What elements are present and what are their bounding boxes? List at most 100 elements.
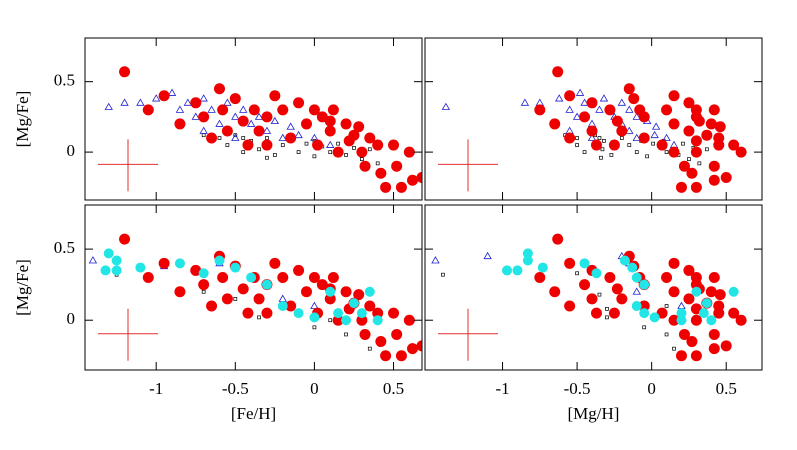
point <box>522 248 533 259</box>
point <box>661 272 673 284</box>
point <box>174 286 186 298</box>
point <box>627 143 632 147</box>
point <box>356 314 368 326</box>
point <box>257 147 261 152</box>
point <box>590 139 602 151</box>
point <box>675 181 687 193</box>
point <box>642 325 647 330</box>
point <box>625 126 634 134</box>
point <box>221 293 233 305</box>
point <box>537 262 548 273</box>
point <box>206 132 218 144</box>
point <box>522 255 533 266</box>
point <box>100 265 111 276</box>
point <box>199 94 208 102</box>
point <box>632 112 641 120</box>
point <box>324 293 336 305</box>
point <box>246 272 257 283</box>
point <box>597 136 602 140</box>
point <box>277 272 289 284</box>
point <box>388 139 400 151</box>
point <box>364 300 376 312</box>
point <box>713 139 725 151</box>
point <box>690 350 702 362</box>
point <box>564 90 576 102</box>
point <box>198 111 210 123</box>
point <box>708 328 720 340</box>
point <box>293 97 305 109</box>
point <box>198 279 210 291</box>
point <box>416 340 422 352</box>
point <box>111 255 122 266</box>
point <box>714 121 726 133</box>
x-tick-label: 0.5 <box>383 379 404 398</box>
point <box>310 133 319 141</box>
point <box>119 233 131 245</box>
point <box>348 129 360 141</box>
point <box>229 93 241 105</box>
point <box>687 157 691 161</box>
point <box>336 141 340 146</box>
point <box>668 118 680 130</box>
point <box>261 279 272 290</box>
point <box>325 286 336 297</box>
plot-area <box>438 66 747 193</box>
y-tick-label: 0 <box>67 309 76 328</box>
point <box>564 132 576 144</box>
point <box>431 256 440 264</box>
point <box>698 308 709 319</box>
point <box>502 265 513 276</box>
point <box>678 160 690 172</box>
point <box>708 343 720 355</box>
point <box>604 104 616 116</box>
point <box>708 160 720 172</box>
point <box>120 98 129 106</box>
point <box>359 328 371 340</box>
point <box>683 264 695 276</box>
frame <box>424 204 763 371</box>
point <box>608 139 620 151</box>
point <box>605 306 609 311</box>
point <box>552 233 564 245</box>
point <box>616 293 628 305</box>
point <box>638 300 650 312</box>
point <box>638 132 650 144</box>
point <box>608 307 620 319</box>
point <box>690 314 702 326</box>
point <box>678 328 690 340</box>
point <box>364 286 375 297</box>
point <box>352 146 356 150</box>
point <box>253 293 265 305</box>
point <box>294 130 303 139</box>
point <box>174 258 185 269</box>
point <box>103 248 114 259</box>
point <box>728 307 740 319</box>
point <box>231 112 240 120</box>
point <box>215 119 224 127</box>
point <box>681 141 685 146</box>
point <box>552 66 564 78</box>
point <box>586 125 598 137</box>
point <box>341 315 352 326</box>
point <box>324 115 336 127</box>
point <box>575 271 579 276</box>
point <box>512 265 523 276</box>
point <box>676 315 687 326</box>
point <box>293 308 304 319</box>
plot-area <box>431 233 747 362</box>
point <box>206 300 218 312</box>
point <box>359 160 371 172</box>
point <box>701 129 713 141</box>
point <box>344 153 348 157</box>
point <box>395 350 407 362</box>
point <box>207 105 216 113</box>
point <box>713 307 725 319</box>
point <box>599 155 603 160</box>
point <box>735 314 747 326</box>
point <box>201 133 206 138</box>
frame <box>424 37 763 201</box>
point <box>273 153 277 157</box>
point <box>627 262 638 273</box>
point <box>708 174 720 186</box>
point <box>616 125 628 137</box>
